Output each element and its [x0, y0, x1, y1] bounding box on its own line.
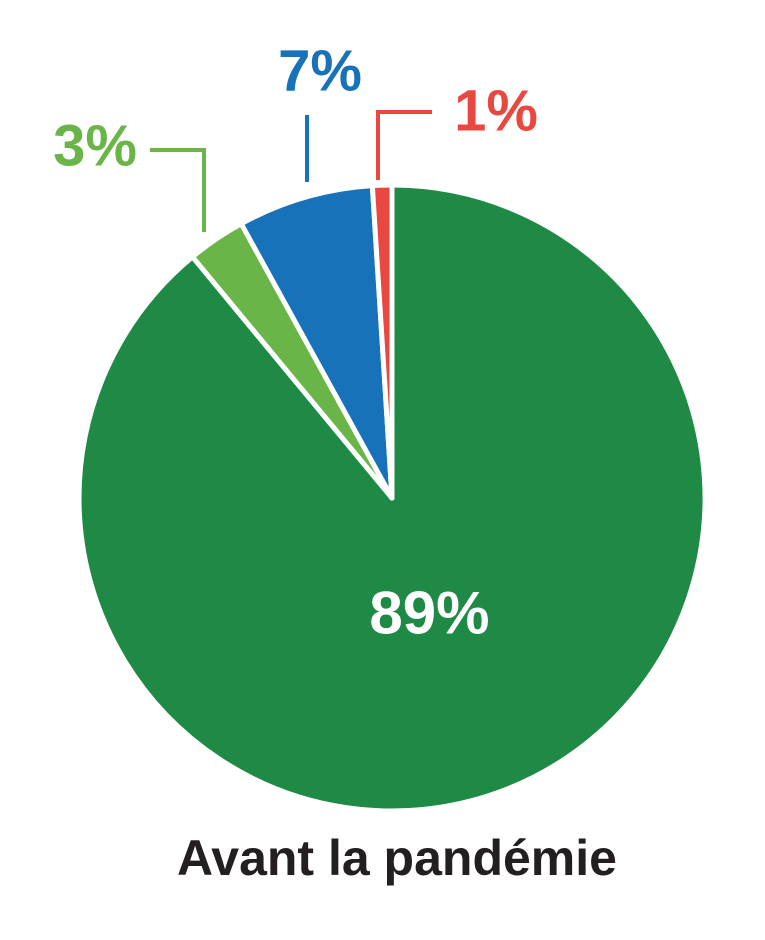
data-label: 1%: [454, 78, 538, 143]
chart-title: Avant la pandémie: [177, 830, 617, 886]
data-label: 7%: [278, 38, 362, 103]
pie-slice: [369, 182, 395, 501]
leader-line: [376, 110, 432, 180]
pie-slice: [238, 183, 395, 501]
data-label: 89%: [369, 580, 489, 647]
leader-line: [150, 148, 206, 232]
data-label: 3%: [53, 113, 137, 178]
